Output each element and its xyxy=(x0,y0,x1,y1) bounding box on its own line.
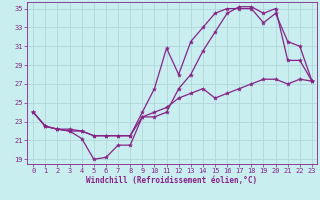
X-axis label: Windchill (Refroidissement éolien,°C): Windchill (Refroidissement éolien,°C) xyxy=(86,176,258,185)
